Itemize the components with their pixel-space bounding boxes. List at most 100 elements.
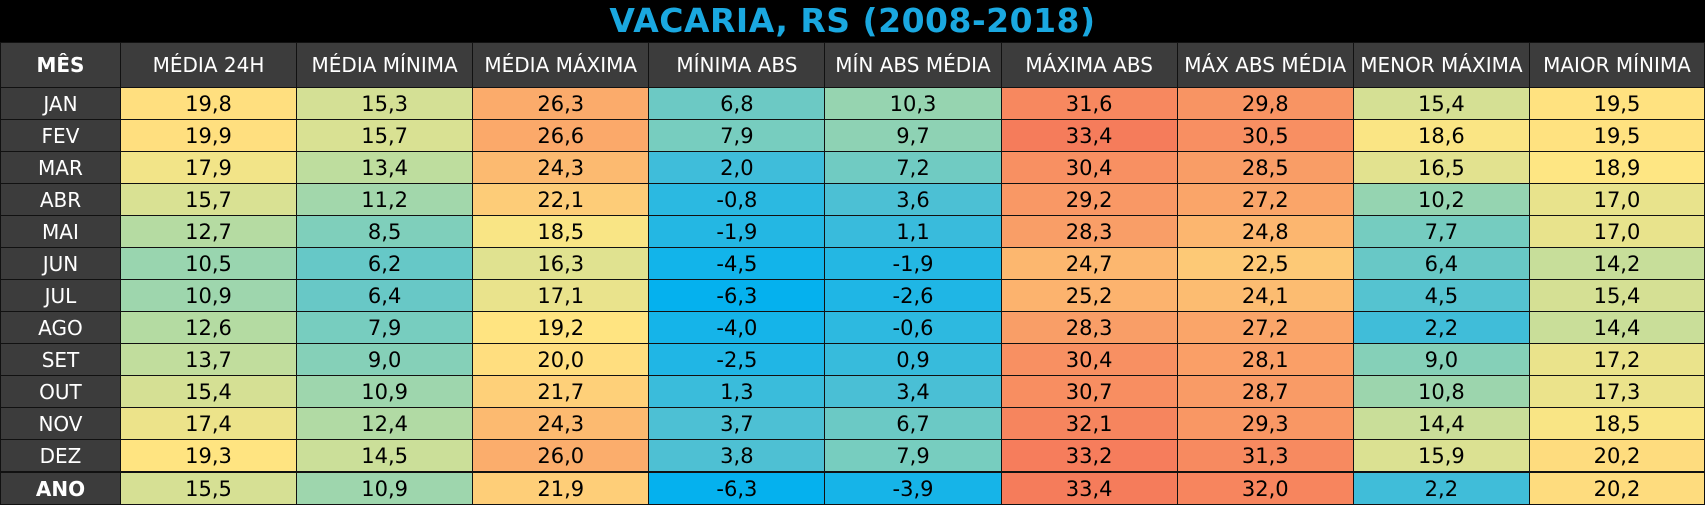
month-label: MAI xyxy=(0,215,121,248)
data-cell: 15,7 xyxy=(296,119,474,152)
header-row: MÊS MÉDIA 24H MÉDIA MÍNIMA MÉDIA MÁXIMA MÍNI… xyxy=(0,42,1705,88)
data-cell: -0,6 xyxy=(824,311,1002,344)
data-cell: 33,2 xyxy=(1000,439,1178,473)
month-label: SET xyxy=(0,343,121,376)
data-cell: 28,3 xyxy=(1000,215,1178,248)
data-cell: 17,1 xyxy=(472,279,650,312)
data-cell: 12,6 xyxy=(119,311,298,344)
data-cell: 10,8 xyxy=(1352,375,1530,408)
month-label: MAR xyxy=(0,151,121,184)
table-title: VACARIA, RS (2008-2018) xyxy=(609,1,1096,40)
data-cell: 1,1 xyxy=(824,215,1002,248)
column-header: MÉDIA MÍNIMA xyxy=(296,42,474,88)
data-cell: 12,4 xyxy=(296,407,474,440)
column-header: MÁX ABS MÉDIA xyxy=(1176,42,1354,88)
data-cell: 14,4 xyxy=(1528,311,1705,344)
data-cell: 17,0 xyxy=(1528,183,1705,216)
data-cell: 24,1 xyxy=(1176,279,1354,312)
data-cell: 17,9 xyxy=(119,151,298,184)
table-row: JAN 19,8 15,3 26,3 6,8 10,3 31,6 29,8 15,4 19,5 xyxy=(0,87,1705,120)
data-cell: 20,2 xyxy=(1528,471,1705,505)
column-header: MÍN ABS MÉDIA xyxy=(824,42,1002,88)
month-label: ABR xyxy=(0,183,121,216)
data-cell: 15,7 xyxy=(119,183,298,216)
data-cell: -4,5 xyxy=(648,247,826,280)
data-cell: 32,1 xyxy=(1000,407,1178,440)
data-cell: 19,3 xyxy=(119,439,298,473)
data-cell: 26,3 xyxy=(472,87,650,120)
data-cell: 30,5 xyxy=(1176,119,1354,152)
data-cell: 26,6 xyxy=(472,119,650,152)
month-label: NOV xyxy=(0,407,121,440)
data-cell: 24,3 xyxy=(472,151,650,184)
table-row: JUL 10,9 6,4 17,1 -6,3 -2,6 25,2 24,1 4,5 15,4 xyxy=(0,279,1705,312)
data-cell: 18,5 xyxy=(1528,407,1705,440)
data-cell: 2,2 xyxy=(1352,311,1530,344)
data-cell: 15,9 xyxy=(1352,439,1530,473)
data-cell: 10,9 xyxy=(119,279,298,312)
data-cell: 7,2 xyxy=(824,151,1002,184)
month-label: DEZ xyxy=(0,439,121,473)
climate-table: MÊS MÉDIA 24H MÉDIA MÍNIMA MÉDIA MÁXIMA MÍNI… xyxy=(0,42,1705,505)
data-cell: 7,9 xyxy=(824,439,1002,473)
data-cell: -3,9 xyxy=(824,471,1002,505)
table-row: AGO 12,6 7,9 19,2 -4,0 -0,6 28,3 27,2 2,2 14,4 xyxy=(0,311,1705,344)
data-cell: 28,1 xyxy=(1176,343,1354,376)
data-cell: 2,2 xyxy=(1352,471,1530,505)
data-cell: 17,0 xyxy=(1528,215,1705,248)
column-header: MAIOR MÍNIMA xyxy=(1528,42,1705,88)
data-cell: 14,4 xyxy=(1352,407,1530,440)
data-cell: 30,7 xyxy=(1000,375,1178,408)
data-cell: -2,5 xyxy=(648,343,826,376)
data-cell: -1,9 xyxy=(824,247,1002,280)
data-cell: 29,3 xyxy=(1176,407,1354,440)
data-cell: 12,7 xyxy=(119,215,298,248)
data-cell: 10,2 xyxy=(1352,183,1530,216)
data-cell: 30,4 xyxy=(1000,151,1178,184)
data-cell: 8,5 xyxy=(296,215,474,248)
month-label: AGO xyxy=(0,311,121,344)
data-cell: 9,0 xyxy=(296,343,474,376)
month-label: OUT xyxy=(0,375,121,408)
data-cell: 11,2 xyxy=(296,183,474,216)
data-cell: 31,3 xyxy=(1176,439,1354,473)
data-cell: 19,2 xyxy=(472,311,650,344)
data-cell: 28,5 xyxy=(1176,151,1354,184)
data-cell: 21,9 xyxy=(472,471,650,505)
data-cell: 6,2 xyxy=(296,247,474,280)
data-cell: -1,9 xyxy=(648,215,826,248)
month-label: JUL xyxy=(0,279,121,312)
data-cell: 10,5 xyxy=(119,247,298,280)
data-cell: 28,7 xyxy=(1176,375,1354,408)
data-cell: 16,3 xyxy=(472,247,650,280)
data-cell: 1,3 xyxy=(648,375,826,408)
month-label: FEV xyxy=(0,119,121,152)
column-header: MÍNIMA ABS xyxy=(648,42,826,88)
data-cell: 25,2 xyxy=(1000,279,1178,312)
table-row: JUN 10,5 6,2 16,3 -4,5 -1,9 24,7 22,5 6,4 14,2 xyxy=(0,247,1705,280)
data-cell: -0,8 xyxy=(648,183,826,216)
data-cell: 3,4 xyxy=(824,375,1002,408)
data-cell: 31,6 xyxy=(1000,87,1178,120)
data-cell: 15,4 xyxy=(1352,87,1530,120)
data-cell: 29,8 xyxy=(1176,87,1354,120)
data-cell: 6,7 xyxy=(824,407,1002,440)
data-cell: 10,3 xyxy=(824,87,1002,120)
data-cell: 15,4 xyxy=(119,375,298,408)
data-cell: 22,5 xyxy=(1176,247,1354,280)
table-body: JAN 19,8 15,3 26,3 6,8 10,3 31,6 29,8 15,4 19,5 FE… xyxy=(0,87,1705,505)
column-header: MÉDIA MÁXIMA xyxy=(472,42,650,88)
data-cell: 7,9 xyxy=(296,311,474,344)
data-cell: -6,3 xyxy=(648,279,826,312)
data-cell: 24,3 xyxy=(472,407,650,440)
month-label: ANO xyxy=(0,471,121,505)
data-cell: 10,9 xyxy=(296,471,474,505)
data-cell: 17,4 xyxy=(119,407,298,440)
table-row: SET 13,7 9,0 20,0 -2,5 0,9 30,4 28,1 9,0 17,2 xyxy=(0,343,1705,376)
table-row: NOV 17,4 12,4 24,3 3,7 6,7 32,1 29,3 14,4 18,5 xyxy=(0,407,1705,440)
month-label: JUN xyxy=(0,247,121,280)
data-cell: 0,9 xyxy=(824,343,1002,376)
data-cell: 27,2 xyxy=(1176,183,1354,216)
column-header: MÊS xyxy=(0,42,121,88)
data-cell: 15,4 xyxy=(1528,279,1705,312)
